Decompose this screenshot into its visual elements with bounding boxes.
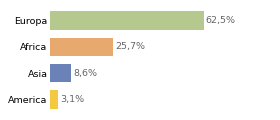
Bar (50, 38, 113, 56)
Text: 25,7%: 25,7% (115, 42, 145, 51)
Bar (50, 90, 58, 109)
Text: 8,6%: 8,6% (73, 69, 97, 78)
Bar (50, 11, 204, 30)
Text: 62,5%: 62,5% (206, 16, 235, 25)
Bar (50, 64, 71, 82)
Text: 3,1%: 3,1% (60, 95, 84, 104)
